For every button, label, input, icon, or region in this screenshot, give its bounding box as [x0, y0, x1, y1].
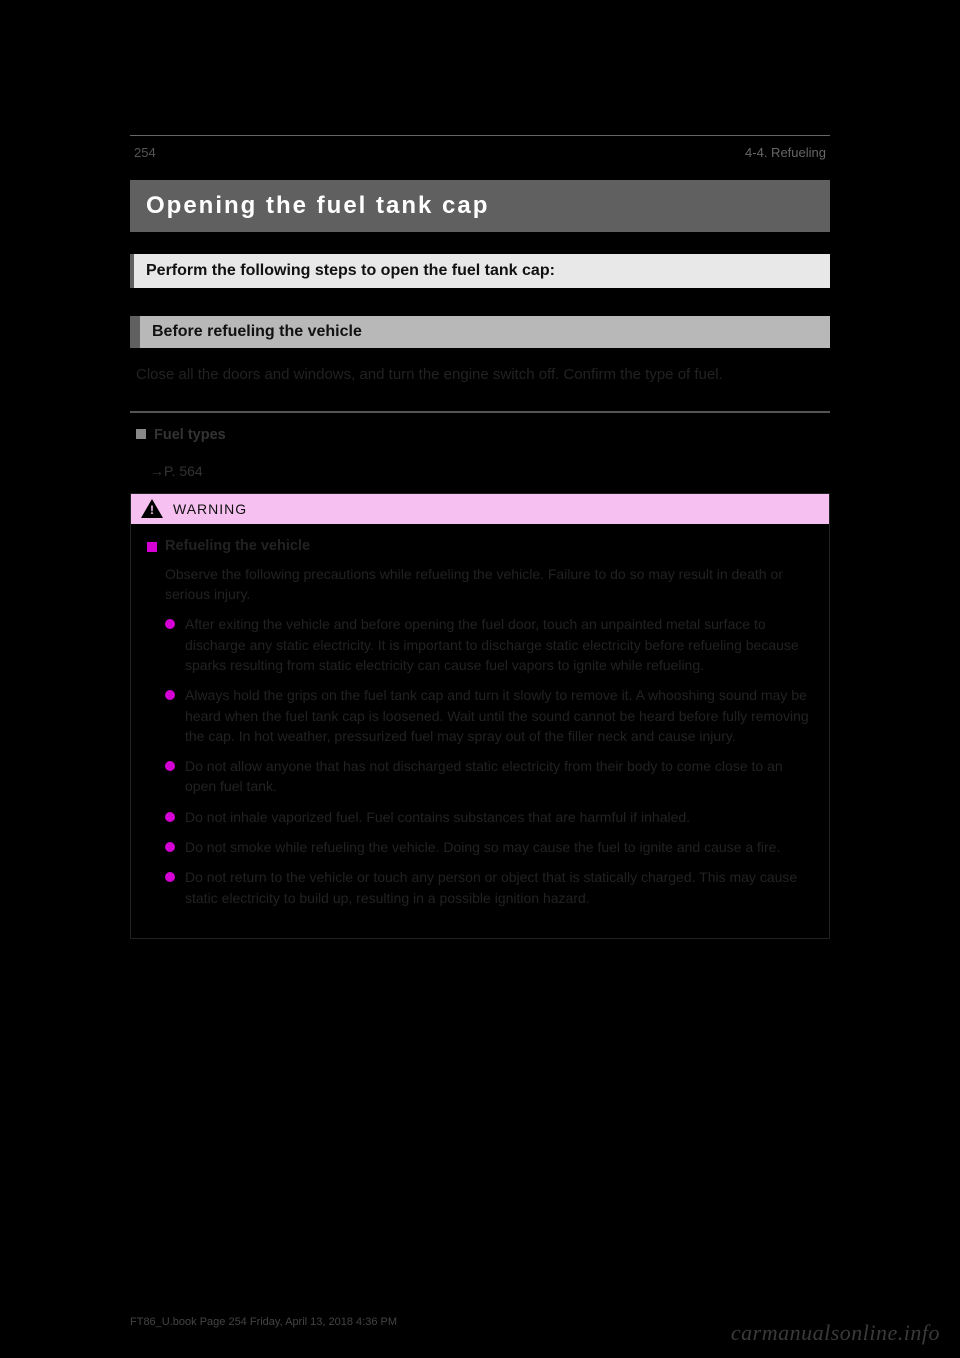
fuel-types-row: Fuel types: [136, 425, 824, 445]
magenta-circle-icon: [165, 761, 175, 771]
warning-section-row: Refueling the vehicle: [147, 538, 813, 554]
chapter-label: 4-4. Refueling: [745, 145, 826, 160]
warning-intro: Observe the following precautions while …: [165, 564, 813, 605]
warning-bullet-text: Do not inhale vaporized fuel. Fuel conta…: [185, 807, 690, 827]
warning-bullet: Do not return to the vehicle or touch an…: [165, 867, 813, 908]
warning-bullet-text: Do not smoke while refueling the vehicle…: [185, 837, 780, 857]
warning-bullet-text: Do not allow anyone that has not dischar…: [185, 756, 813, 797]
section-heading: Before refueling the vehicle: [130, 316, 830, 348]
warning-box: ! WARNING Refueling the vehicle Observe …: [130, 493, 830, 939]
magenta-circle-icon: [165, 812, 175, 822]
page-header: 254 4-4. Refueling: [130, 145, 830, 160]
warning-bullet: Do not allow anyone that has not dischar…: [165, 756, 813, 797]
warning-bullet: Always hold the grips on the fuel tank c…: [165, 685, 813, 746]
warning-bullet: Do not smoke while refueling the vehicle…: [165, 837, 813, 857]
header-rule: [130, 135, 830, 136]
page-number: 254: [134, 145, 156, 160]
magenta-circle-icon: [165, 619, 175, 629]
intro-bar: Perform the following steps to open the …: [130, 254, 830, 288]
warning-bullet-text: After exiting the vehicle and before ope…: [185, 614, 813, 675]
warning-header: ! WARNING: [131, 494, 829, 524]
manual-page: 254 4-4. Refueling Opening the fuel tank…: [130, 145, 830, 939]
warning-body: Refueling the vehicle Observe the follow…: [131, 524, 829, 938]
page-title: Opening the fuel tank cap: [130, 180, 830, 232]
fuel-types-page: P. 564: [164, 463, 203, 479]
warning-label: WARNING: [173, 501, 247, 517]
warning-triangle-icon: !: [141, 499, 163, 519]
square-bullet-icon: [136, 429, 146, 439]
magenta-circle-icon: [165, 872, 175, 882]
watermark: carmanualsonline.info: [731, 1320, 940, 1346]
warning-bullet-text: Always hold the grips on the fuel tank c…: [185, 685, 813, 746]
warning-bullet-text: Do not return to the vehicle or touch an…: [185, 867, 813, 908]
fuel-types-heading: Fuel types: [154, 425, 226, 445]
divider: [130, 411, 830, 413]
warning-section-title: Refueling the vehicle: [165, 538, 310, 554]
warning-bullet: After exiting the vehicle and before ope…: [165, 614, 813, 675]
footer-text: FT86_U.book Page 254 Friday, April 13, 2…: [130, 1316, 830, 1328]
magenta-circle-icon: [165, 842, 175, 852]
magenta-square-icon: [147, 542, 157, 552]
warning-bullet: Do not inhale vaporized fuel. Fuel conta…: [165, 807, 813, 827]
section-body: Close all the doors and windows, and tur…: [136, 364, 824, 387]
fuel-types-ref: →P. 564: [150, 463, 824, 479]
magenta-circle-icon: [165, 690, 175, 700]
